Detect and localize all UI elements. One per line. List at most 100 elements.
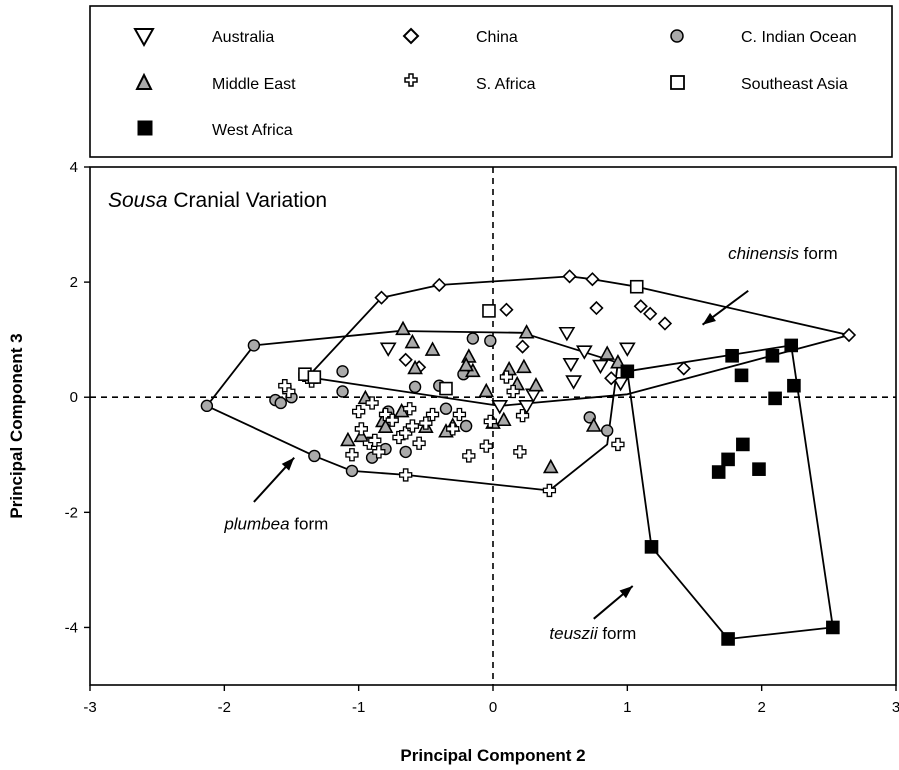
y-tick-label: 2	[70, 274, 78, 291]
point-china	[515, 339, 530, 354]
point-west-africa	[752, 462, 766, 476]
point-s-africa	[483, 414, 497, 429]
y-tick-label: 4	[70, 159, 78, 176]
point-s-africa	[412, 436, 426, 450]
y-tick-label: -2	[65, 504, 78, 521]
legend-label-middle-east: Middle East	[212, 76, 296, 93]
point-c-indian-ocean	[600, 424, 614, 437]
x-tick-label: -1	[352, 699, 365, 716]
point-west-africa	[768, 391, 782, 406]
point-china	[432, 277, 447, 293]
legend-item-australia: Australia	[133, 28, 274, 48]
y-axis-title: Principal Component 3	[7, 333, 26, 518]
legend-box	[89, 5, 893, 158]
point-china	[643, 306, 658, 321]
point-s-africa	[499, 370, 514, 384]
point-middle-east	[395, 320, 411, 336]
point-china	[585, 272, 600, 287]
point-southeast-asia	[629, 279, 644, 294]
annotation-plumbea-form: plumbea form	[223, 515, 328, 534]
point-west-africa	[734, 368, 749, 383]
annotation-chinensis-arrowhead-icon	[702, 312, 716, 325]
point-s-africa	[425, 407, 440, 422]
point-middle-east	[458, 356, 474, 372]
annotation-plumbea-name: plumbea	[223, 515, 289, 534]
point-australia	[618, 342, 636, 357]
point-middle-east	[599, 345, 616, 360]
x-tick-label: 0	[489, 699, 497, 716]
point-s-africa	[365, 396, 379, 410]
point-australia	[565, 375, 582, 390]
point-west-africa	[765, 348, 780, 363]
x-tick-label: -3	[83, 699, 96, 716]
annotation-teuszii-name: teuszii	[549, 624, 598, 643]
legend-item-southeast-asia: Southeast Asia	[670, 75, 848, 93]
y-tick-label: -4	[65, 619, 78, 636]
point-c-indian-ocean	[484, 334, 497, 348]
x-tick-label: 1	[623, 699, 631, 716]
point-s-africa	[506, 384, 520, 399]
convex-hulls	[206, 275, 850, 640]
point-west-africa	[736, 437, 750, 452]
point-middle-east	[528, 377, 544, 392]
point-middle-east	[460, 348, 477, 363]
legend-label-australia: Australia	[212, 29, 274, 46]
point-s-africa	[462, 449, 476, 463]
point-c-indian-ocean	[308, 449, 321, 463]
point-s-africa	[542, 483, 557, 498]
chart-title-genus: Sousa	[108, 189, 168, 212]
annotation-teuszii-arrowhead-icon	[619, 586, 633, 599]
point-southeast-asia	[307, 370, 322, 384]
point-middle-east	[495, 411, 512, 427]
triangle-down-marker-icon	[133, 28, 155, 48]
point-c-indian-ocean	[399, 445, 412, 459]
point-china	[562, 269, 577, 284]
point-west-africa	[784, 338, 799, 353]
annotation-chinensis-form: chinensis form	[728, 244, 838, 263]
point-s-africa	[515, 408, 530, 423]
point-west-africa	[644, 540, 659, 554]
point-west-africa	[620, 364, 635, 379]
point-middle-east	[585, 417, 602, 432]
point-australia	[575, 345, 593, 360]
point-s-africa	[452, 407, 467, 422]
legend-item-s-africa: S. Africa	[404, 73, 536, 93]
point-s-africa	[372, 445, 386, 459]
cross-marker-icon	[404, 73, 418, 87]
point-china	[589, 300, 604, 316]
point-s-africa	[399, 468, 413, 482]
point-c-indian-ocean	[200, 399, 214, 413]
annotation-teuszii-form: teuszii form	[549, 624, 636, 643]
point-australia	[558, 326, 576, 342]
annotation-plumbea-arrowhead-icon	[281, 457, 295, 471]
point-china	[841, 327, 857, 343]
point-australia	[379, 342, 397, 357]
diamond-marker-icon	[402, 27, 420, 45]
point-southeast-asia	[439, 381, 453, 396]
point-s-africa	[479, 439, 493, 453]
point-china	[676, 361, 691, 376]
point-s-africa	[513, 445, 527, 459]
point-c-indian-ocean	[336, 365, 349, 378]
x-tick-label: -2	[218, 699, 231, 716]
x-tick-label: 3	[892, 699, 899, 716]
point-s-africa	[419, 416, 433, 430]
point-australia	[518, 400, 535, 415]
legend-label-west-africa: West Africa	[212, 122, 293, 139]
point-s-africa	[399, 426, 413, 440]
point-australia	[592, 359, 609, 375]
point-middle-east	[377, 418, 394, 433]
axis-ticks: -3 -2 -1 0 1 2 3 -4 -2 0 2 4	[65, 159, 899, 716]
annotation-teuszii-suffix: form	[598, 624, 637, 643]
point-china	[657, 316, 673, 331]
point-c-indian-ocean	[336, 385, 349, 398]
point-s-africa	[446, 422, 460, 436]
point-china	[374, 290, 389, 305]
point-middle-east	[478, 382, 495, 398]
chart-title: Sousa Cranial Variation	[108, 189, 327, 212]
legend-item-middle-east: Middle East	[135, 72, 296, 93]
legend-label-southeast-asia: Southeast Asia	[741, 76, 848, 93]
point-china	[633, 299, 648, 314]
